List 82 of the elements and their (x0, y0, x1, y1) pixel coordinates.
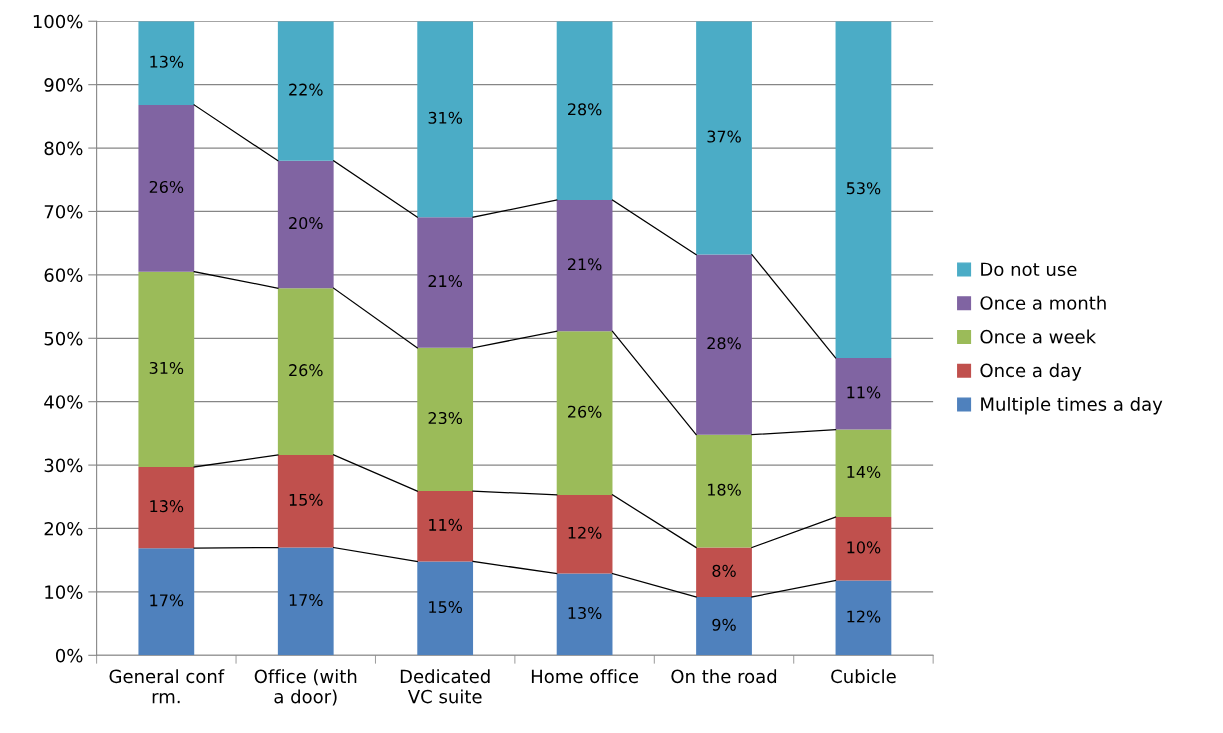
y-tick-label: 100% (33, 14, 83, 29)
legend-label: Once a month (980, 295, 1106, 310)
x-tick-label: Dedicated VC suite (400, 669, 490, 704)
x-tick-label: General conf rm. (109, 669, 225, 704)
data-label: 26% (289, 364, 323, 377)
y-tick-label: 10% (45, 585, 83, 600)
y-tick-label: 80% (44, 141, 83, 156)
data-label: 31% (149, 361, 184, 374)
bar (138, 548, 195, 656)
x-tick-label: Cubicle (831, 669, 896, 684)
bar (417, 491, 474, 562)
data-label: 21% (428, 275, 463, 288)
y-tick-label: 0% (55, 648, 83, 663)
data-label: 28% (707, 337, 741, 350)
data-label: 31% (428, 111, 463, 124)
bar (138, 104, 195, 272)
bar (835, 21, 892, 358)
bar (556, 331, 613, 495)
data-label: 12% (847, 610, 881, 623)
data-label: 14% (847, 465, 881, 478)
legend-label: Once a day (980, 363, 1082, 381)
data-label: 26% (149, 180, 184, 193)
bar (696, 596, 752, 656)
bar (138, 271, 195, 467)
bar (696, 434, 752, 548)
data-label: 10% (847, 541, 881, 554)
data-label: 13% (150, 55, 184, 68)
data-label: 37% (707, 130, 741, 143)
bar (138, 466, 195, 549)
bar (835, 429, 892, 518)
y-tick-label: 70% (44, 204, 83, 219)
bar (835, 517, 892, 581)
y-tick-label: 60% (44, 268, 83, 282)
bar (417, 561, 474, 656)
legend-label: Do not use (981, 262, 1077, 277)
y-tick-label: 50% (44, 331, 83, 346)
data-label: 8% (712, 564, 736, 577)
data-label: 9% (712, 618, 736, 631)
bar (696, 254, 752, 435)
data-label: 22% (289, 83, 323, 96)
data-label: 17% (289, 593, 323, 607)
legend-label: Multiple times a day (981, 396, 1163, 415)
bar (417, 347, 474, 492)
y-tick-label: 30% (44, 458, 83, 473)
x-tick-label: Home office (531, 669, 639, 684)
bar (277, 160, 334, 289)
data-label: 20% (289, 217, 323, 230)
bar (556, 200, 613, 332)
bar (696, 21, 752, 255)
bar (277, 454, 334, 548)
x-tick-label: Office (with a door) (254, 669, 357, 706)
bar (138, 21, 195, 105)
bar (556, 21, 613, 201)
data-label: 13% (150, 500, 184, 513)
bar (417, 21, 474, 218)
bar (417, 217, 474, 348)
bar (277, 288, 334, 455)
data-label: 11% (429, 518, 463, 531)
data-label: 23% (428, 411, 463, 425)
data-label: 11% (847, 386, 881, 399)
data-label: 28% (568, 103, 602, 116)
bar (696, 547, 752, 597)
bar (835, 357, 892, 430)
y-tick-label: 40% (44, 395, 83, 409)
data-label: 18% (708, 483, 741, 496)
data-label: 21% (568, 258, 602, 271)
data-label: 17% (150, 594, 184, 607)
data-label: 53% (846, 182, 881, 195)
bar (556, 494, 613, 574)
data-label: 26% (568, 405, 602, 418)
x-tick-label: On the road (671, 669, 777, 684)
legend-label: Once a week (980, 329, 1097, 344)
bar (835, 580, 892, 656)
bar (277, 547, 334, 656)
data-label: 15% (289, 493, 323, 506)
data-label: 12% (568, 526, 602, 539)
bar (556, 573, 613, 656)
data-label: 15% (429, 600, 463, 614)
data-label: 13% (568, 606, 602, 620)
y-tick-label: 90% (44, 78, 83, 92)
y-tick-label: 20% (44, 521, 83, 536)
bar (277, 21, 334, 161)
